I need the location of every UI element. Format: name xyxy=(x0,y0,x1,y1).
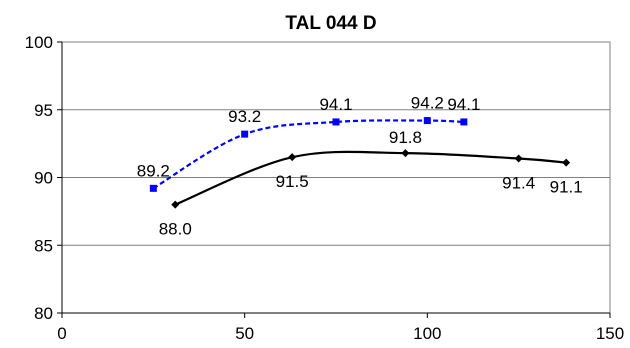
data-point xyxy=(149,184,157,192)
x-tick-label: 100 xyxy=(413,324,441,343)
x-tick-label: 150 xyxy=(596,324,624,343)
data-label: 91.8 xyxy=(389,128,422,147)
x-tick-label: 0 xyxy=(57,324,66,343)
tick-labels: 80 85 90 95 100 0 50 100 150 xyxy=(25,33,625,343)
data-point xyxy=(401,149,410,158)
y-tick-label: 80 xyxy=(34,304,53,323)
series-line-1 xyxy=(152,119,464,190)
data-label: 94.2 xyxy=(411,94,444,113)
series-group xyxy=(149,117,571,209)
series-line-2 xyxy=(174,150,567,206)
data-label: 88.0 xyxy=(159,220,192,239)
data-label: 91.5 xyxy=(276,172,309,191)
data-labels: 89.293.294.1 94.2 94.188.091.591.891.4 91.1 xyxy=(137,94,583,239)
data-point xyxy=(288,153,297,162)
data-point xyxy=(562,158,571,167)
data-label: 94.1 xyxy=(319,95,352,114)
data-label: 94.1 xyxy=(447,95,480,114)
data-label: 91.1 xyxy=(550,178,583,197)
y-tick-label: 90 xyxy=(34,169,53,188)
data-point xyxy=(171,200,180,209)
y-tick-label: 85 xyxy=(34,236,53,255)
data-label: 93.2 xyxy=(228,107,261,126)
x-tick-label: 50 xyxy=(235,324,254,343)
axes xyxy=(57,41,611,318)
data-point xyxy=(514,154,523,163)
y-tick-label: 95 xyxy=(34,101,53,120)
data-label: 89.2 xyxy=(137,161,170,180)
data-label: 91.4 xyxy=(502,174,535,193)
data-point xyxy=(241,130,249,138)
grid xyxy=(62,109,610,246)
data-point xyxy=(332,118,340,126)
chart-title: TAL 044 D xyxy=(285,13,376,34)
data-point xyxy=(423,117,431,125)
data-point xyxy=(460,118,468,126)
y-tick-label: 100 xyxy=(25,33,53,52)
